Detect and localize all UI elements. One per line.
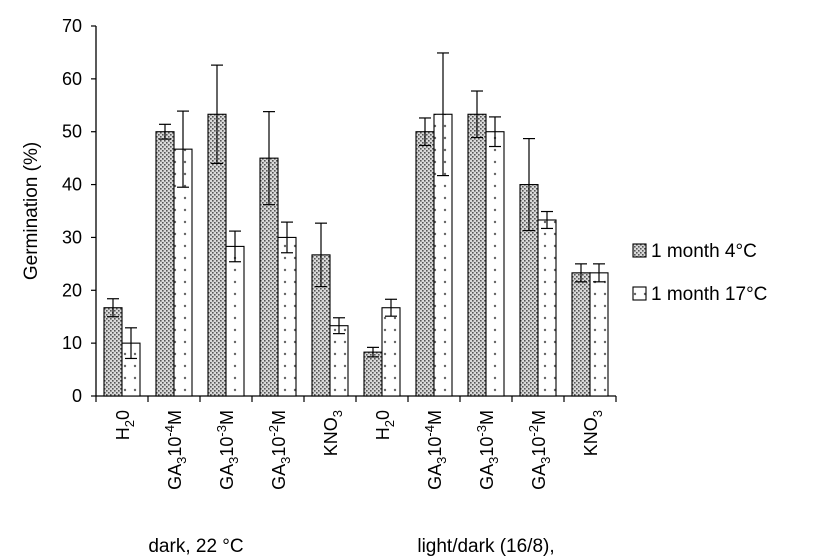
bar-series2 [589,272,609,397]
error-bar [107,298,119,318]
legend-label: 1 month 4°C [651,241,757,262]
error-bar [177,110,189,188]
error-bar [211,64,223,165]
y-tick-label: 30 [62,227,82,247]
legend-swatch [632,243,647,258]
x-tick-label: GA310-3M [214,410,241,490]
x-tick-label: GA310-3M [474,410,501,490]
legend-swatch [632,286,647,301]
x-tick-label: H20 [113,410,137,440]
x-tick-label: GA310-4M [422,410,449,490]
bars [103,113,609,397]
error-bar [333,317,345,335]
x-tick-label: KNO3​ [321,410,345,456]
bar-series1 [363,351,383,397]
error-bar [229,230,241,263]
error-bar [593,263,605,283]
y-tick-label: 60 [62,69,82,89]
legend: 1 month 4°C 1 month 17°C [632,241,767,305]
error-bar [281,221,293,254]
bar-series2 [277,236,297,397]
bar-series1 [155,131,175,397]
x-tick-label: GA310-2M [266,410,293,490]
y-tick-label: 0 [72,386,82,406]
y-tick-label: 20 [62,280,82,300]
group-label: light/dark (16/8), [417,536,554,557]
bar-series2 [329,325,349,397]
error-bar [367,346,379,358]
error-bar [437,52,449,177]
legend-item: 1 month 4°C [632,241,757,262]
error-bar [523,137,535,232]
bar-series1 [467,113,487,397]
bar-series2 [381,307,401,397]
error-bar [419,117,431,147]
bar-series2 [225,245,245,397]
bar-series1 [103,307,123,397]
legend-label: 1 month 17°C [651,284,767,305]
y-axis-title: Germination (%) [21,142,42,280]
y-tick-label: 40 [62,175,82,195]
error-bars [107,52,605,360]
x-tick-labels: H20 GA310-4M GA310-3M GA310-2M KNO3​ H20 GA310… [113,410,605,557]
error-bar [263,111,275,206]
error-bar [385,298,397,317]
error-bar [159,123,171,140]
error-bar [471,90,483,139]
x-tick-label: KNO3​ [581,410,605,456]
x-tick-label: GA310-2M [526,410,553,490]
y-tick-label: 50 [62,122,82,142]
error-bar [575,263,587,283]
y-tick-label: 10 [62,333,82,353]
x-tick-label: GA310-4M [162,410,189,490]
bar-series1 [571,272,591,397]
bar-series1 [415,131,435,397]
error-bar [125,327,137,360]
error-bar [489,116,501,148]
y-tick-label: 70 [62,16,82,36]
bar-series2 [537,219,557,397]
x-tick-label: H20 [373,410,397,440]
legend-item: 1 month 17°C [632,284,767,305]
group-label: dark, 22 °C [148,536,243,557]
error-bar [541,210,553,230]
bar-series2 [485,131,505,397]
error-bar [315,222,327,288]
